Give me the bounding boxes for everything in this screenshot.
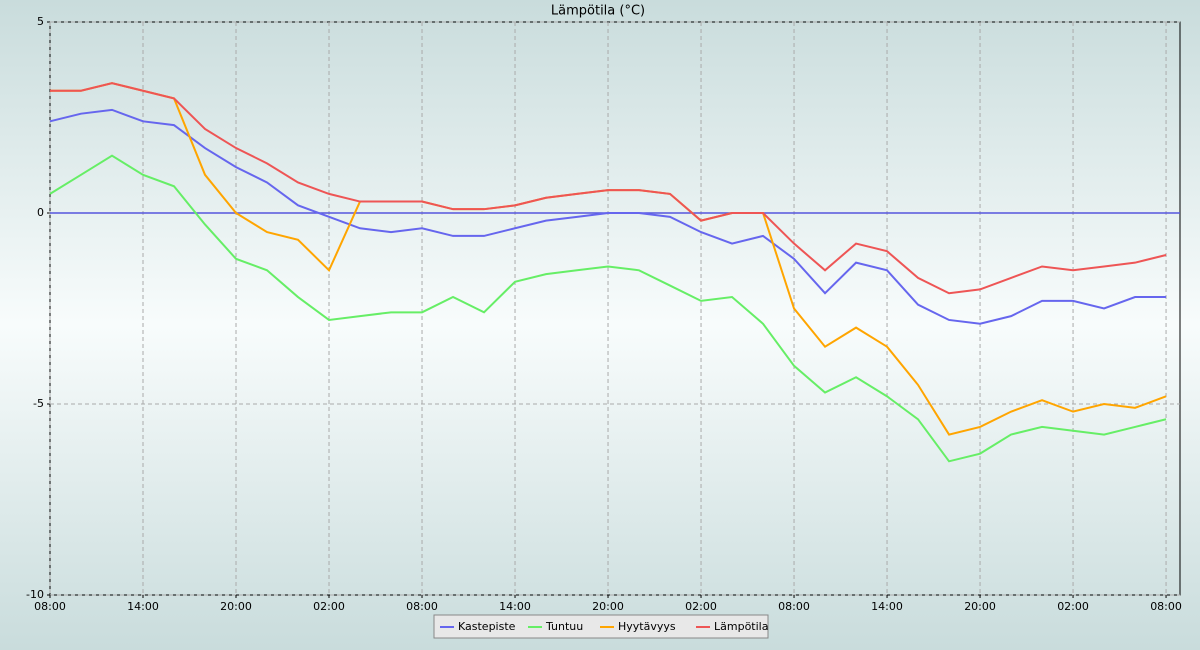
- x-tick-label: 02:00: [685, 600, 717, 613]
- y-tick-label: 0: [37, 206, 44, 219]
- series-line: [49, 154, 1167, 463]
- y-tick-label: 5: [37, 15, 44, 28]
- legend-label: Lämpötila: [714, 620, 768, 633]
- y-tick-label: -5: [33, 397, 44, 410]
- legend-label: Tuntuu: [545, 620, 583, 633]
- x-tick-label: 02:00: [313, 600, 345, 613]
- legend-label: Kastepiste: [458, 620, 516, 633]
- x-tick-label: 20:00: [220, 600, 252, 613]
- y-tick-label: -10: [26, 588, 44, 601]
- x-tick-label: 02:00: [1057, 600, 1089, 613]
- x-tick-label: 08:00: [1150, 600, 1182, 613]
- x-tick-label: 20:00: [964, 600, 996, 613]
- x-tick-label: 14:00: [127, 600, 159, 613]
- x-tick-label: 14:00: [871, 600, 903, 613]
- plot-area: [49, 21, 1181, 596]
- series-line: [49, 108, 1167, 325]
- x-tick-label: 08:00: [778, 600, 810, 613]
- legend-label: Hyytävyys: [618, 620, 676, 633]
- chart-title: Lämpötila (°C): [551, 4, 645, 19]
- series-line: [50, 82, 1167, 295]
- x-tick-label: 08:00: [34, 600, 66, 613]
- x-tick-label: 14:00: [499, 600, 531, 613]
- x-tick-label: 08:00: [406, 600, 438, 613]
- x-tick-label: 20:00: [592, 600, 624, 613]
